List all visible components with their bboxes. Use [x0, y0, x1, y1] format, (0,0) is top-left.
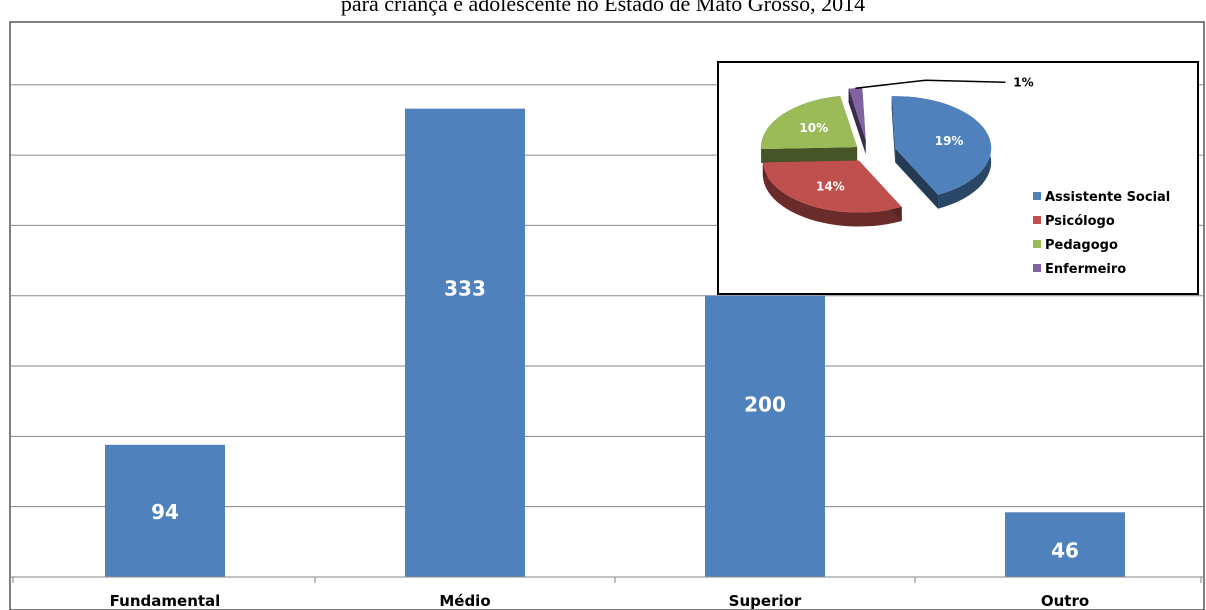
pie: 19% 14% 10% 1% [761, 75, 1034, 227]
pie-slice-wall [761, 147, 858, 163]
legend-swatch [1033, 192, 1041, 200]
category-label: Fundamental [110, 592, 221, 610]
pie-slice-psicólogo [762, 160, 902, 213]
legend-swatch [1033, 264, 1041, 272]
inset-pie-chart: 19% 14% 10% 1% Assistente Social Psicólogo Pe… [717, 61, 1199, 295]
pie-leader-line [855, 79, 1006, 90]
pie-value-label: 10% [799, 121, 828, 135]
legend-swatch [1033, 216, 1041, 224]
legend-label: Assistente Social [1045, 190, 1170, 205]
bar-fundamental [105, 444, 225, 577]
bar-outro [1005, 512, 1125, 577]
bar-value-label: 46 [1051, 539, 1079, 563]
legend-label: Enfermeiro [1045, 262, 1126, 277]
pie-slice-enfermeiro [848, 87, 866, 140]
bar-value-label: 333 [444, 277, 486, 301]
pie-slice-wall [848, 88, 866, 154]
pie-slice-wall [895, 148, 939, 209]
chart-title: para criança e adolescente no Estado de … [340, 0, 866, 16]
pie-value-label: 14% [816, 179, 845, 193]
category-label: Outro [1041, 592, 1089, 610]
bar-médio [405, 108, 525, 578]
x-axis: Fundamental Médio Superior Outro [10, 576, 1204, 610]
pie-slice-wall [891, 96, 896, 163]
pie-slice-pedagogo [761, 95, 858, 149]
pie-slice-side [762, 162, 902, 227]
legend-label: Pedagogo [1045, 238, 1118, 253]
legend-label: Psicólogo [1045, 214, 1115, 229]
bars: 94 333 200 46 [105, 108, 1125, 578]
pie-slice-assistente-social [891, 96, 992, 195]
category-label: Superior [729, 592, 802, 610]
category-label: Médio [439, 592, 490, 610]
pie-legend: Assistente Social Psicólogo Pedagogo Enferm… [1033, 190, 1170, 277]
legend-swatch [1033, 240, 1041, 248]
bar-value-label: 94 [151, 500, 179, 524]
bar-superior [705, 295, 825, 577]
plot-frame [9, 21, 1205, 610]
pie-value-label: 1% [1013, 75, 1033, 89]
bar-value-label: 200 [744, 393, 786, 417]
pie-value-label: 19% [935, 134, 964, 148]
